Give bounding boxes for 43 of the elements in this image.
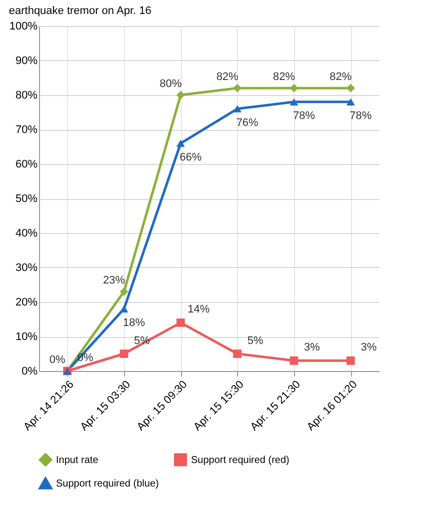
point [290,356,298,365]
y-tick-label: 50% [15,193,38,205]
point [233,350,242,358]
y-tick-label: 70% [15,124,38,136]
legend-label: Support required (blue) [56,478,159,490]
data-label: 66% [180,151,202,164]
y-tick-label: 10% [15,331,38,343]
point [346,98,355,106]
y-tick-label: 90% [15,55,38,67]
data-label: 14% [188,304,210,316]
point [120,305,128,313]
point [346,356,355,365]
chart-title: earthquake tremor on Apr. 16 [8,5,152,17]
legend-label: Support required (red) [191,454,290,466]
point [176,140,185,147]
y-tick-label: 60% [15,158,38,170]
point [233,105,242,112]
point [176,318,185,327]
point [176,90,185,100]
data-label: 3% [304,342,320,354]
data-label: 82% [330,71,352,84]
data-label: 78% [292,110,316,122]
legend-label: Input rate [56,454,99,466]
data-label: 82% [272,71,296,84]
y-tick-label: 30% [15,262,38,274]
data-label: 23% [102,274,126,287]
data-label: 18% [122,316,146,329]
y-tick-label: 100% [9,20,38,32]
point [120,350,128,358]
point [290,84,298,92]
data-label: 5% [247,334,264,347]
y-tick-label: 20% [15,296,38,308]
point [290,98,298,106]
data-label: 3% [360,342,377,354]
y-tick-label: 0% [22,366,38,378]
point [120,287,128,296]
data-label: 82% [216,71,239,84]
data-label: 0% [49,354,66,366]
y-tick-label: 80% [15,90,38,102]
data-label: 80% [160,78,182,90]
y-tick-label: 40% [15,228,38,240]
data-label: 78% [350,110,372,122]
data-label: 76% [236,116,259,129]
